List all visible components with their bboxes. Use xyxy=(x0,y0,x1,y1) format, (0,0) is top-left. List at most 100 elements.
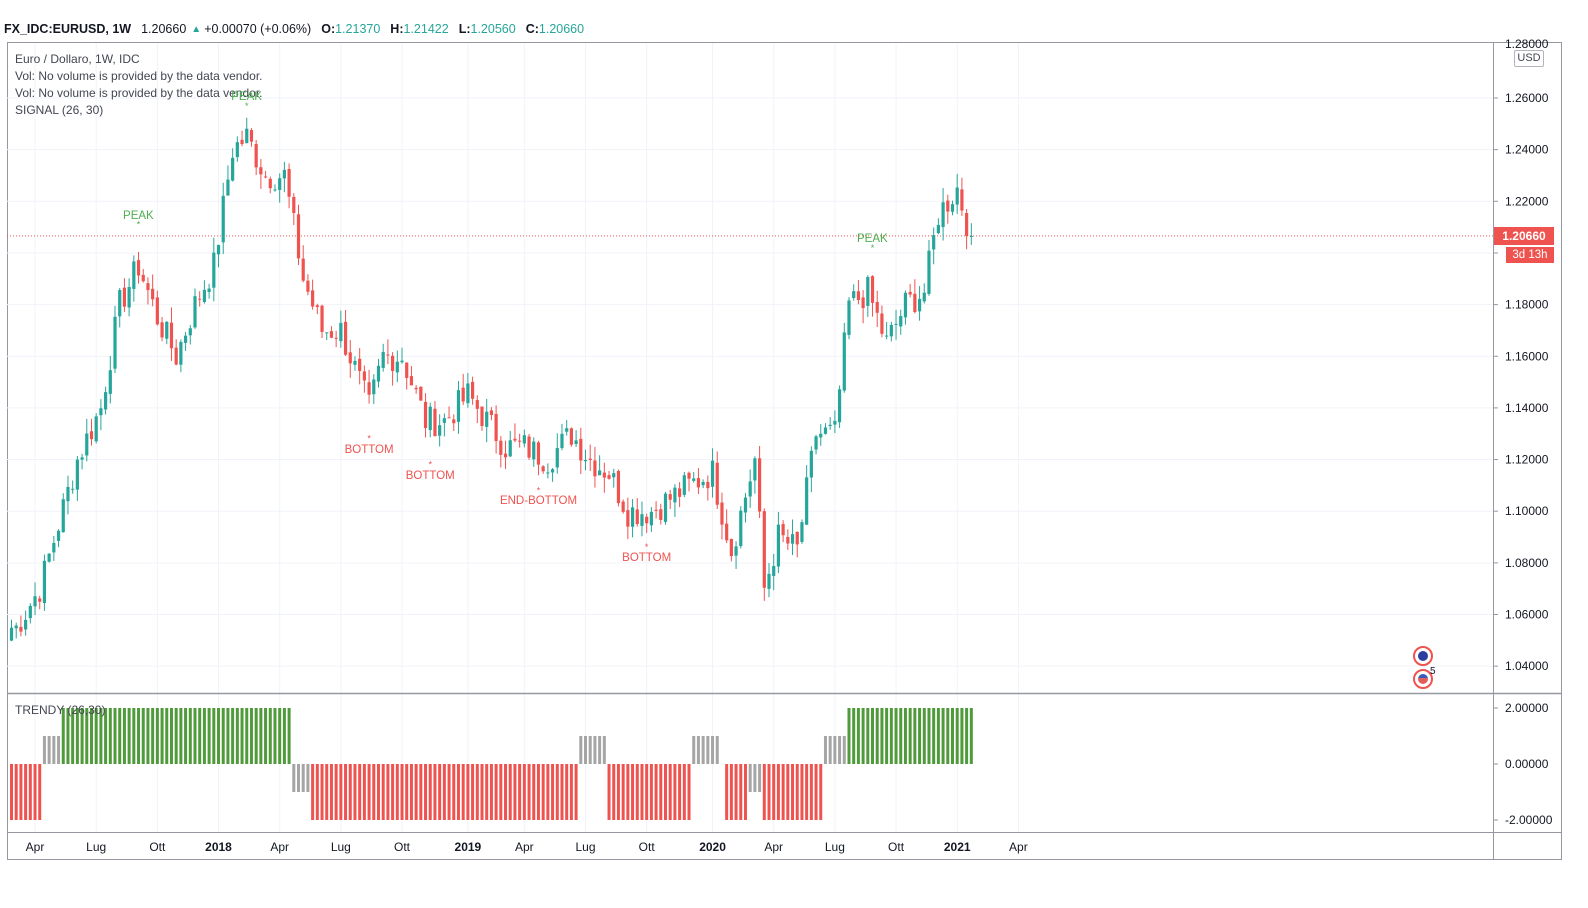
candle-body xyxy=(861,297,865,309)
trendy-bar xyxy=(871,708,875,764)
symbol-name[interactable]: FX_IDC:EURUSD, 1W xyxy=(4,22,132,36)
candle-body xyxy=(433,408,437,437)
trendy-bar xyxy=(969,708,973,764)
candle-body xyxy=(955,187,959,205)
candle-body xyxy=(9,627,14,641)
candle-body xyxy=(494,413,498,442)
candle-body xyxy=(118,290,122,317)
us-flag-event-icon[interactable] xyxy=(1413,669,1433,689)
candle-body xyxy=(527,436,531,458)
candle-body xyxy=(311,290,315,307)
chart-frame[interactable] xyxy=(7,42,1562,860)
trendy-bar xyxy=(673,764,677,820)
legend-trendy[interactable]: TRENDY (26,30) xyxy=(15,703,106,717)
trendy-bar xyxy=(33,764,37,820)
candle-body xyxy=(475,400,479,409)
trendy-bar xyxy=(941,708,945,764)
trendy-bar xyxy=(743,764,747,820)
time-tick-label: Ott xyxy=(888,840,905,854)
candle-body xyxy=(56,530,61,541)
candle-body xyxy=(659,509,663,520)
trendy-bar xyxy=(489,764,493,820)
candle-body xyxy=(108,370,112,394)
trendy-bar xyxy=(598,736,602,764)
candle-body xyxy=(630,507,635,527)
trendy-bar xyxy=(593,736,597,764)
candle-body xyxy=(334,337,338,339)
time-tick-label: Lug xyxy=(331,840,351,854)
candle-body xyxy=(456,390,461,422)
trendy-bar xyxy=(414,764,418,820)
candle-body xyxy=(654,509,658,511)
candle-body xyxy=(908,291,912,295)
legend-volume-2[interactable]: Vol: No volume is provided by the data v… xyxy=(15,86,263,100)
price-tick-label: 1.18000 xyxy=(1505,298,1549,312)
trendy-bar xyxy=(899,708,903,764)
candle-body xyxy=(367,382,371,395)
legend-title[interactable]: Euro / Dollaro, 1W, IDC xyxy=(15,52,140,66)
trendy-bar xyxy=(569,764,573,820)
trendy-bar xyxy=(99,708,103,764)
candle-body xyxy=(757,458,762,512)
candle-body xyxy=(880,313,884,334)
candle-body xyxy=(28,605,32,619)
trendy-bar xyxy=(776,764,780,820)
trendy-bar xyxy=(89,708,93,764)
candle-body xyxy=(885,335,889,337)
candle-body xyxy=(819,433,823,438)
trendy-bar xyxy=(475,764,479,820)
trendy-bar xyxy=(833,736,837,764)
trendy-bar xyxy=(574,764,578,820)
trendy-bar xyxy=(772,764,776,820)
candle-body xyxy=(786,536,790,544)
candle-body xyxy=(682,475,686,495)
candle-body xyxy=(47,553,51,562)
candle-body xyxy=(414,387,418,390)
trendy-bar xyxy=(240,708,244,764)
trendy-bar xyxy=(395,764,399,820)
trendy-bar xyxy=(179,708,183,764)
candle-body xyxy=(673,487,677,503)
up-arrow-icon: ▲ xyxy=(191,23,202,35)
candle-body xyxy=(301,258,305,281)
candle-body xyxy=(99,408,103,416)
legend-signal[interactable]: SIGNAL (26, 30) xyxy=(15,103,104,117)
trendy-bar xyxy=(169,708,173,764)
candle-body xyxy=(837,389,842,423)
candle-body xyxy=(663,493,668,522)
candle-body xyxy=(381,351,385,368)
time-tick-label: Apr xyxy=(764,840,783,854)
eu-flag-event-icon[interactable] xyxy=(1413,646,1433,666)
candle-body xyxy=(706,481,710,489)
trendy-bar xyxy=(367,764,371,820)
candle-body xyxy=(743,497,748,513)
trendy-bar xyxy=(52,736,56,764)
candle-body xyxy=(969,235,973,237)
trendy-bar xyxy=(132,708,136,764)
candle-body xyxy=(729,538,733,557)
candle-body xyxy=(19,626,23,632)
trendy-bar xyxy=(706,736,710,764)
legend-volume-1[interactable]: Vol: No volume is provided by the data v… xyxy=(15,69,263,83)
close-label: C: xyxy=(525,22,539,36)
trendy-bar xyxy=(499,764,503,820)
signal-label: PEAK xyxy=(857,232,888,245)
candle-body xyxy=(160,322,164,338)
open-label: O: xyxy=(321,22,336,36)
trendy-bar xyxy=(24,764,28,820)
trendy-bar xyxy=(767,764,771,820)
candle-body xyxy=(198,298,202,300)
candle-body xyxy=(550,469,555,473)
candle-body xyxy=(720,502,724,525)
signal-label: BOTTOM xyxy=(405,469,455,482)
time-tick-label: 2020 xyxy=(699,840,726,854)
trendy-bar xyxy=(461,764,465,820)
currency-label[interactable]: USD xyxy=(1514,50,1544,67)
trendy-bar xyxy=(198,708,202,764)
candle-body xyxy=(579,438,583,461)
candle-body xyxy=(508,440,512,457)
trendy-bar xyxy=(127,708,131,764)
trendy-bar xyxy=(155,708,159,764)
trendy-bar xyxy=(113,708,117,764)
